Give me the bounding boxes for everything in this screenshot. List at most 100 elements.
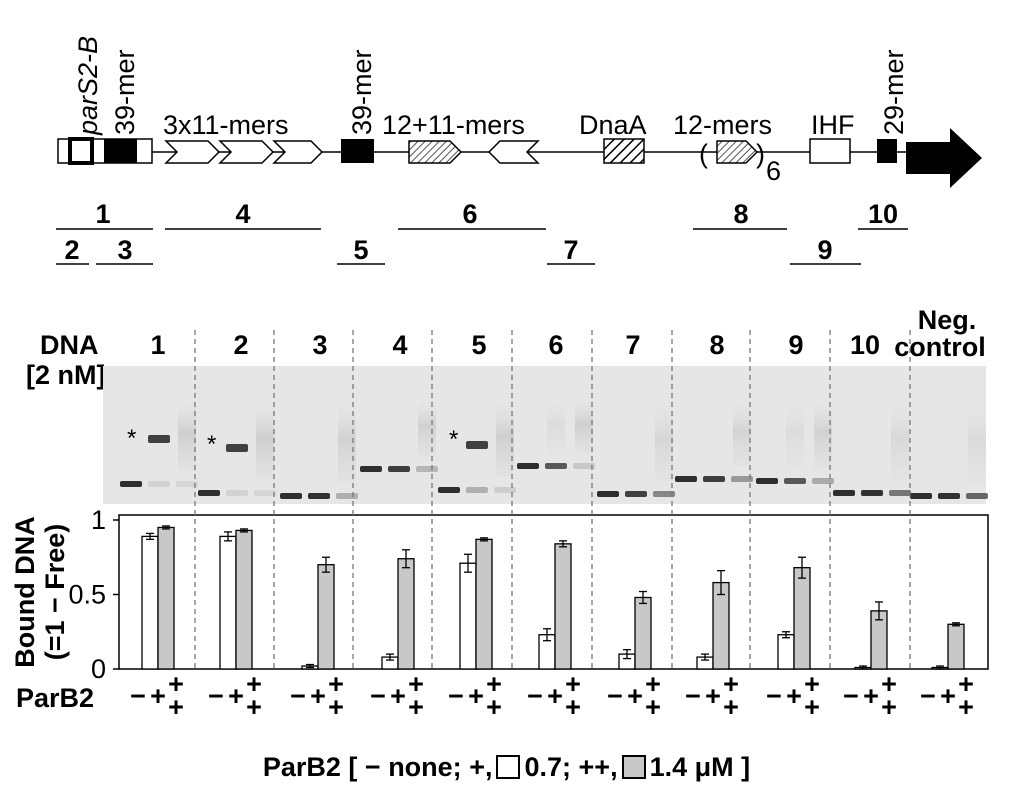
sign-plusplus-top: + — [328, 669, 344, 699]
gel-smear — [733, 395, 751, 466]
gel-smear — [891, 395, 909, 480]
lane-label-4: 4 — [392, 330, 407, 360]
gel-free-band — [438, 487, 460, 493]
y-tick-label: 1 — [91, 505, 106, 535]
lane-label-10: 10 — [850, 330, 880, 360]
bar-plus — [141, 535, 159, 670]
gel-smear — [338, 395, 356, 483]
sign-plusplus-top: + — [486, 669, 502, 699]
sign-none: − — [448, 681, 464, 711]
site-label-39mer-1: 39-mer — [110, 49, 140, 135]
sign-plus: + — [627, 681, 643, 711]
genetic-map: ( ) 6 parS2-B 39-mer 3x11-mers 39-mer 12… — [56, 36, 982, 265]
caption-open-bracket: [ — [348, 752, 358, 782]
gel-free-band — [120, 481, 142, 487]
sign-plusplus-top: + — [246, 669, 262, 699]
gel-free-band — [833, 490, 855, 496]
caption-close-bracket: ] — [741, 752, 751, 782]
shifted-band-star-1: * — [127, 425, 136, 452]
gel-lane-labels: 1 2 3 4 5 6 7 8 9 10 Neg. control — [150, 305, 985, 362]
12mer-repeat-arrow — [716, 140, 759, 164]
bar-plus — [459, 562, 477, 670]
sign-none: − — [766, 681, 782, 711]
11mer-chevron-2 — [218, 140, 275, 164]
11mer-chevron-3 — [272, 140, 324, 164]
legend-swatch-plus — [496, 755, 521, 779]
gel-free-band — [756, 478, 778, 484]
gel-free-band — [889, 490, 911, 496]
bar-plusplus — [157, 526, 175, 670]
sign-none: − — [920, 681, 936, 711]
x-axis-label-parb2: ParB2 — [16, 683, 94, 713]
sign-plusplus-top: + — [168, 669, 184, 699]
gel-free-band — [675, 476, 697, 482]
39mer-site-1 — [104, 139, 137, 163]
gel-shifted-band — [466, 441, 488, 449]
pars2b-site — [68, 137, 94, 165]
sign-plus: + — [150, 681, 166, 711]
sign-plusplus-bottom: + — [408, 692, 424, 722]
site-label-12mers: 12-mers — [673, 110, 772, 140]
bar-plusplus — [317, 564, 335, 670]
legend-swatch-plusplus — [621, 755, 646, 779]
sign-plusplus-top: + — [958, 669, 974, 699]
lane-label-5: 5 — [471, 330, 486, 360]
gel-shifted-band — [148, 435, 170, 443]
site-label-pars2b: parS2-B — [73, 36, 103, 136]
dna-concentration-label: [2 nM] — [26, 360, 105, 390]
site-label-29mer: 29-mer — [879, 49, 909, 135]
gel-free-band — [388, 466, 410, 472]
gel-smear — [178, 395, 196, 471]
sign-plusplus-bottom: + — [958, 692, 974, 722]
bar-plusplus — [947, 623, 965, 670]
gel-smear — [814, 395, 832, 468]
sign-plusplus-top: + — [723, 669, 739, 699]
gel-smear — [655, 395, 673, 481]
sign-plus: + — [940, 681, 956, 711]
sign-plusplus-top: + — [408, 669, 424, 699]
gel-free-band — [308, 493, 330, 499]
lane-label-7: 7 — [625, 330, 640, 360]
caption-plus: +, — [469, 752, 493, 782]
parb2-signs: − + ++ − + ++ − + ++ − + ++ − + ++ − + ++ − + ++ − + ++ − + ++ − + ++… — [130, 669, 974, 722]
sign-plus: + — [468, 681, 484, 711]
bars — [141, 525, 965, 670]
fragment-label-9: 9 — [817, 235, 832, 265]
gel-free-band — [731, 476, 753, 482]
gel-free-band — [254, 490, 276, 496]
lane-label-3: 3 — [312, 330, 327, 360]
sign-none: − — [290, 681, 306, 711]
sign-none: − — [843, 681, 859, 711]
site-label-ihf: IHF — [811, 110, 855, 140]
caption-prefix: ParB2 — [262, 752, 341, 782]
gel-free-band — [653, 491, 675, 497]
lane-dividers — [194, 330, 911, 670]
gel-panel: DNA [2 nM] 1 2 3 4 5 6 7 8 9 10 Neg. con… — [26, 305, 988, 504]
repeat-close-paren: ) — [756, 139, 765, 169]
sign-plusplus-top: + — [645, 669, 661, 699]
bar-plus — [777, 634, 795, 670]
neg-control-label-line1: Neg. — [918, 305, 977, 335]
gel-smear — [256, 395, 274, 480]
gel-smear — [575, 395, 593, 453]
sign-plusplus-bottom: + — [645, 692, 661, 722]
gel-smear — [786, 395, 804, 468]
fragment-label-4: 4 — [235, 199, 250, 229]
sign-plusplus-bottom: + — [486, 692, 502, 722]
gel-smear — [496, 395, 514, 477]
gel-smear — [547, 395, 565, 453]
gel-shifted-band — [226, 444, 248, 452]
repeat-open-paren: ( — [699, 139, 708, 169]
bar-plusplus — [793, 567, 811, 670]
gene-arrow — [906, 128, 982, 188]
site-label-dnaa: DnaA — [579, 110, 647, 140]
y-axis-label-line1: Bound DNA — [10, 516, 40, 667]
gel-free-band — [784, 478, 806, 484]
bar-plusplus — [634, 596, 652, 670]
gel-free-band — [198, 490, 220, 496]
gel-free-band — [176, 481, 198, 487]
gel-free-band — [938, 493, 960, 499]
sign-plusplus-bottom: + — [565, 692, 581, 722]
fragment-label-3: 3 — [117, 235, 132, 265]
sign-plusplus-bottom: + — [328, 692, 344, 722]
